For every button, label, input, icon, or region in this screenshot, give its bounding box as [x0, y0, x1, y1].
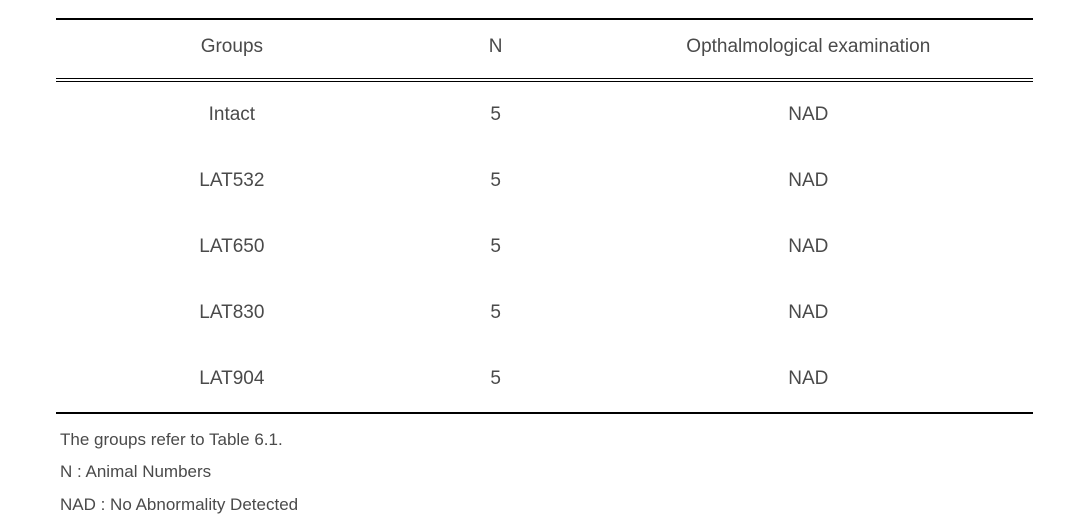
cell-groups: LAT532: [56, 148, 408, 214]
cell-exam: NAD: [584, 214, 1033, 280]
cell-n: 5: [408, 82, 584, 149]
table-row: LAT650 5 NAD: [56, 214, 1033, 280]
table-container: Groups N Opthalmological examination Int…: [0, 0, 1089, 521]
cell-groups: Intact: [56, 82, 408, 149]
col-header-exam: Opthalmological examination: [584, 19, 1033, 79]
table-row: Intact 5 NAD: [56, 82, 1033, 149]
cell-exam: NAD: [584, 148, 1033, 214]
cell-groups: LAT904: [56, 346, 408, 413]
table-row: LAT532 5 NAD: [56, 148, 1033, 214]
cell-exam: NAD: [584, 280, 1033, 346]
cell-exam: NAD: [584, 346, 1033, 413]
cell-n: 5: [408, 346, 584, 413]
footnote-line: N : Animal Numbers: [60, 456, 1033, 488]
col-header-groups: Groups: [56, 19, 408, 79]
table-row: LAT904 5 NAD: [56, 346, 1033, 413]
table-row: LAT830 5 NAD: [56, 280, 1033, 346]
footnote-line: NAD : No Abnormality Detected: [60, 489, 1033, 521]
col-header-n: N: [408, 19, 584, 79]
cell-groups: LAT650: [56, 214, 408, 280]
results-table: Groups N Opthalmological examination Int…: [56, 18, 1033, 414]
footnote-line: The groups refer to Table 6.1.: [60, 424, 1033, 456]
cell-n: 5: [408, 148, 584, 214]
footnotes: The groups refer to Table 6.1. N : Anima…: [56, 424, 1033, 521]
cell-exam: NAD: [584, 82, 1033, 149]
cell-groups: LAT830: [56, 280, 408, 346]
cell-n: 5: [408, 214, 584, 280]
cell-n: 5: [408, 280, 584, 346]
table-header-row: Groups N Opthalmological examination: [56, 19, 1033, 79]
